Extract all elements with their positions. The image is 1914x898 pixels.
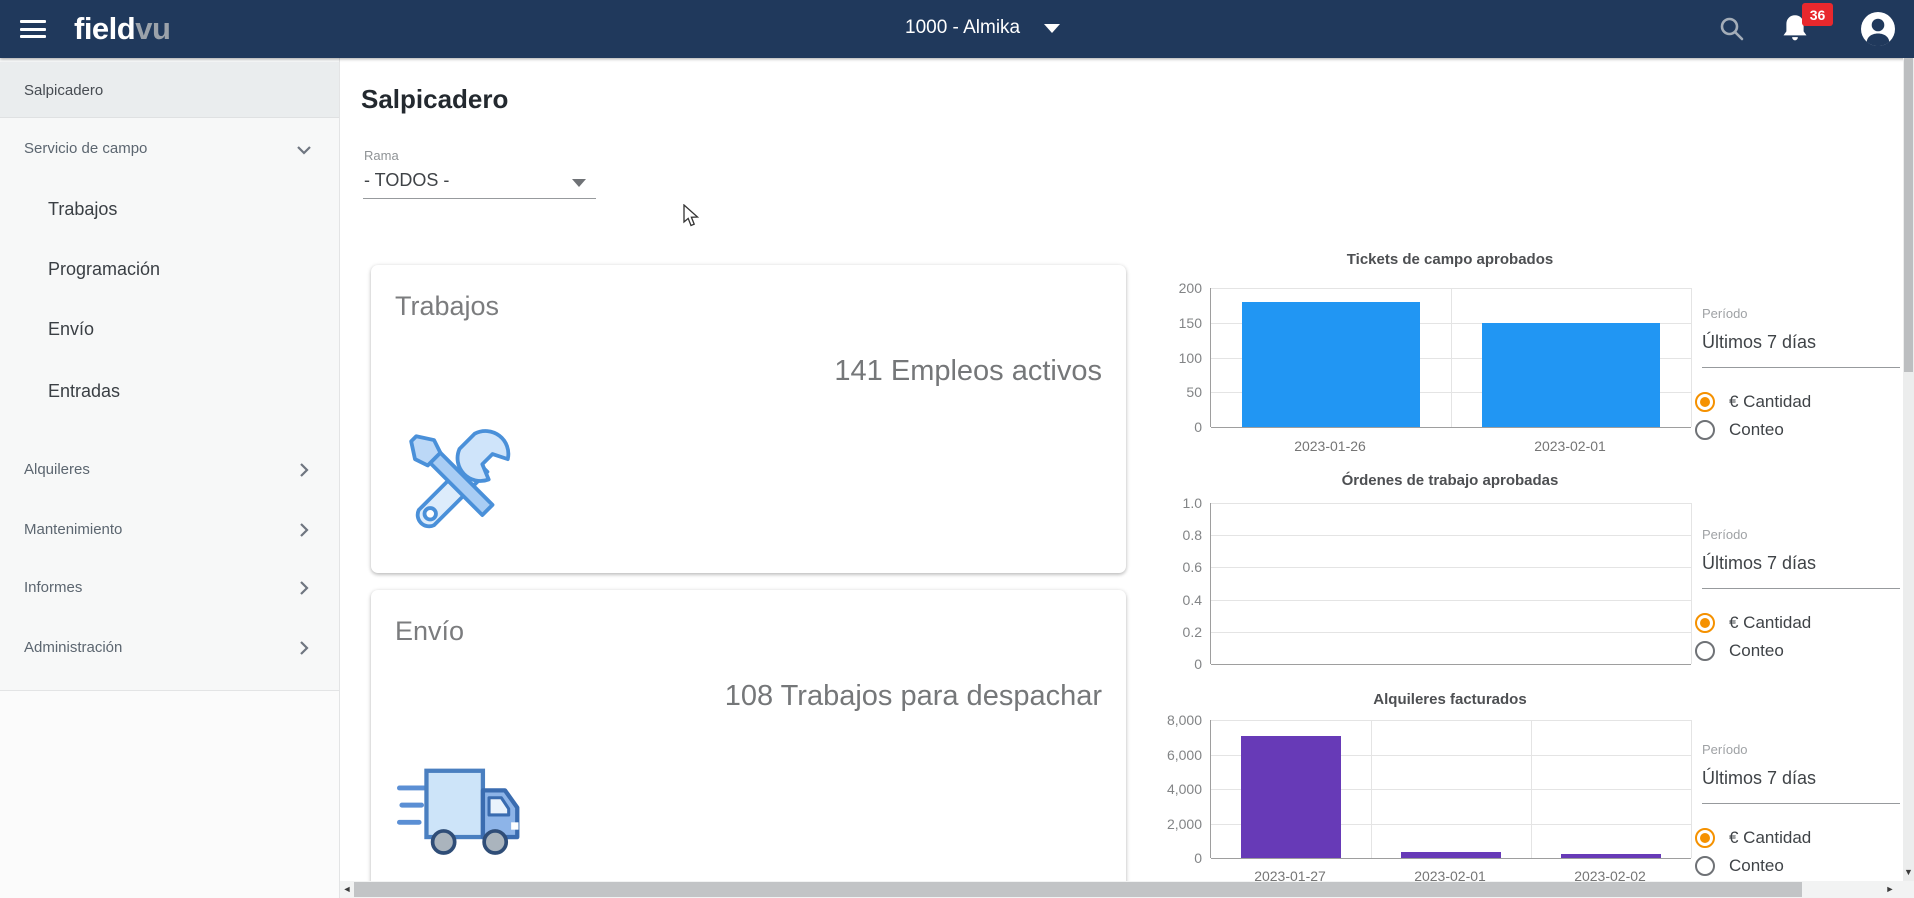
chart-title: Órdenes de trabajo aprobadas [1341,472,1559,489]
account-avatar-icon[interactable] [1860,11,1896,47]
plot-area [1210,720,1692,859]
chart-controls: Período Últimos 7 días € Cantidad Conteo [1695,742,1905,882]
chevron-down-icon [1044,23,1061,33]
radio-selected-icon [1695,828,1715,848]
radio-cantidad[interactable]: € Cantidad [1695,612,1811,634]
x-axis: 2023-01-26 2023-02-01 [1294,438,1606,454]
horizontal-scrollbar[interactable]: ◄ ► [340,881,1903,898]
sidebar-nav: Salpicadero Servicio de campo Trabajos P… [0,58,340,898]
sidebar-item-programacion[interactable]: Programación [48,259,161,279]
horizontal-scrollbar-thumb[interactable] [354,882,1802,897]
card-title: Envío [395,616,465,646]
radio-conteo[interactable]: Conteo [1695,640,1784,662]
branch-select-value: - TODOS - [364,170,450,190]
scrollbar-corner [1903,881,1914,898]
sidebar-item-servicio-de-campo[interactable]: Servicio de campo [24,140,148,157]
card-metric: 108 Trabajos para despachar [724,680,1102,712]
card-title: Trabajos [395,291,500,321]
chart-controls: Período Últimos 7 días € Cantidad Conteo [1695,306,1905,446]
x-axis: 2023-01-27 2023-02-01 2023-02-02 [1254,868,1646,884]
mouse-cursor [683,204,700,227]
company-selector-label: 1000 - Almika [905,17,1021,38]
sidebar-item-administracion[interactable]: Administración [24,639,123,656]
chevron-right-icon [300,581,309,595]
page-title: Salpicadero [361,84,509,114]
sidebar-item-trabajos[interactable]: Trabajos [48,199,118,219]
top-app-bar: fieldvu 1000 - Almika 36 [0,0,1914,58]
radio-selected-icon [1695,392,1715,412]
chart-title: Tickets de campo aprobados [1346,251,1554,268]
sidebar-item-envio[interactable]: Envío [48,319,95,339]
vertical-scrollbar[interactable]: ▼ [1903,58,1914,881]
radio-conteo[interactable]: Conteo [1695,419,1784,441]
sidebar-item-mantenimiento[interactable]: Mantenimiento [24,521,123,538]
radio-conteo[interactable]: Conteo [1695,855,1784,877]
chevron-right-icon [300,523,309,537]
scroll-right-arrow-icon[interactable]: ► [1885,884,1895,894]
sidebar-footer-area [0,691,339,898]
menu-icon[interactable] [20,20,46,39]
notifications-bell-icon[interactable] [1781,13,1809,44]
scroll-down-arrow-icon[interactable]: ▼ [1904,867,1913,877]
sidebar-divider [0,690,339,691]
chevron-right-icon [300,641,309,655]
radio-unselected-icon [1695,856,1715,876]
chevron-right-icon [300,463,309,477]
radio-unselected-icon [1695,641,1715,661]
period-select[interactable]: Últimos 7 días [1702,549,1900,589]
radio-unselected-icon [1695,420,1715,440]
notification-count-badge: 36 [1802,3,1833,26]
chart-controls: Período Últimos 7 días € Cantidad Conteo [1695,527,1905,667]
plot-area [1210,288,1692,428]
sidebar-item-informes[interactable]: Informes [24,579,83,596]
y-axis: 0 0.2 0.4 0.6 0.8 1.0 [1182,495,1202,672]
y-axis: 0 50 100 150 200 [1178,280,1202,435]
branch-select[interactable]: - TODOS - [363,168,596,199]
radio-cantidad[interactable]: € Cantidad [1695,827,1811,849]
search-icon[interactable] [1718,15,1746,43]
truck-icon [397,768,520,855]
sidebar-item-salpicadero[interactable]: Salpicadero [24,82,104,99]
card-metric: 141 Empleos activos [834,355,1102,387]
chart-title: Alquileres facturados [1373,691,1527,708]
radio-selected-icon [1695,613,1715,633]
period-label: Período [1702,527,1748,542]
y-axis: 0 2,000 4,000 6,000 8,000 [1166,712,1202,866]
sidebar-item-entradas[interactable]: Entradas [48,381,121,401]
period-select[interactable]: Últimos 7 días [1702,764,1900,804]
plot-area [1210,503,1692,665]
chevron-down-icon [297,146,311,155]
period-label: Período [1702,306,1748,321]
chevron-down-icon [572,179,586,187]
tools-icon [409,429,511,529]
period-label: Período [1702,742,1748,757]
card-envio[interactable]: Envío 108 Trabajos para despachar [371,590,1126,898]
scroll-left-arrow-icon[interactable]: ◄ [342,884,352,894]
period-select[interactable]: Últimos 7 días [1702,328,1900,368]
radio-cantidad[interactable]: € Cantidad [1695,391,1811,413]
card-trabajos[interactable]: Trabajos 141 Empleos activos [371,265,1126,573]
branch-select-label: Rama [364,148,399,163]
vertical-scrollbar-thumb[interactable] [1904,58,1913,372]
company-selector[interactable]: 1000 - Almika [905,17,1061,39]
sidebar-selected-highlight [0,62,339,118]
sidebar-item-alquileres[interactable]: Alquileres [24,461,90,478]
fieldvu-logo[interactable]: fieldvu [74,11,171,46]
